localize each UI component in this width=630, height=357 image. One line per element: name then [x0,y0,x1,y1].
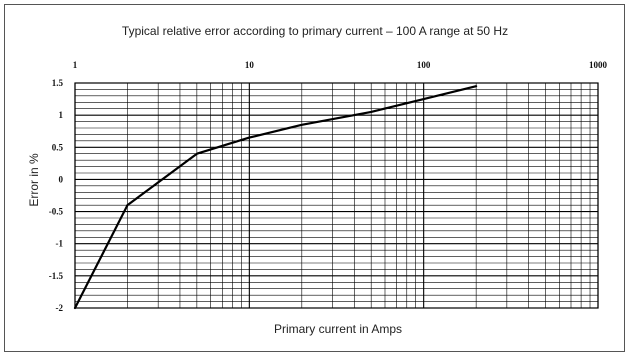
series-point [370,111,372,113]
series-layer [73,85,478,310]
y-tick-label: 0 [59,174,64,184]
x-tick-label: 1000 [589,60,608,70]
y-axis-label: Error in % [27,153,41,207]
series-point [475,85,477,88]
series-point [422,98,425,100]
chart-title: Typical relative error according to prim… [121,24,509,38]
y-tick-label: -1 [56,239,64,249]
x-tick-label: 1 [73,60,78,70]
y-tick-label: -2 [56,303,64,313]
series-point [126,204,129,206]
chart-frame [4,4,625,352]
series-point [248,136,251,139]
y-tick-label: -1.5 [49,271,64,281]
plot-border [74,82,599,309]
x-axis-label: Primary current in Amps [273,322,403,336]
y-tick-label: 0.5 [52,142,64,152]
series-point [74,307,76,309]
series-point [196,152,198,155]
y-tick-label: 1 [59,110,64,120]
x-tick-label: 10 [245,60,255,70]
y-tick-label: -0.5 [49,207,64,217]
series-point [301,123,303,126]
series-line [73,85,478,310]
x-tick-label: 100 [417,60,431,70]
y-tick-labels: 1.5 1 0.5 0 -0.5 -1 -1.5 -2 [49,78,64,313]
grid [74,82,599,309]
x-tick-labels: 1 10 100 1000 [73,60,608,70]
y-tick-label: 1.5 [52,78,64,88]
